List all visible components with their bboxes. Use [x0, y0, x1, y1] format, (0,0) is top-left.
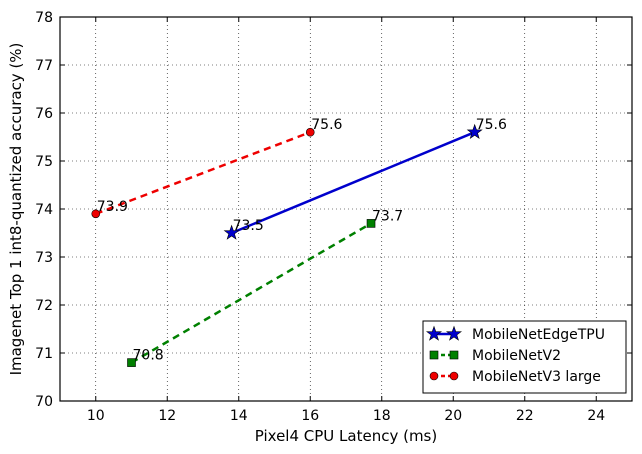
data-label: 75.6: [476, 117, 507, 133]
x-tick-label: 10: [87, 408, 105, 424]
data-point-marker: [466, 123, 483, 140]
x-tick-label: 12: [158, 408, 176, 424]
data-point-marker: [91, 209, 101, 219]
data-label: 73.7: [372, 208, 403, 224]
x-tick-label: 16: [301, 408, 319, 424]
legend-entry: MobileNetV3 large: [429, 369, 601, 385]
x-axis-ticks: 10 12 14 16 18 20 22 24: [87, 17, 605, 424]
legend: MobileNetEdgeTPU MobileNetV2 MobileNetV3 l…: [422, 320, 627, 394]
y-tick-label: 77: [35, 58, 53, 74]
legend-marker: [429, 371, 439, 381]
x-tick-label: 22: [516, 408, 534, 424]
data-label: 75.6: [311, 117, 342, 133]
x-axis-label: Pixel4 CPU Latency (ms): [255, 427, 437, 445]
legend-label: MobileNetV3 large: [472, 369, 601, 385]
series-circle: [91, 127, 315, 219]
data-label: 73.5: [233, 218, 264, 234]
legend-entry: MobileNetEdgeTPU: [426, 325, 605, 343]
y-tick-label: 78: [35, 10, 53, 26]
y-tick-label: 71: [35, 346, 53, 362]
y-axis-label: Imagenet Top 1 int8-quantized accuracy (…: [7, 43, 25, 376]
x-tick-label: 18: [373, 408, 391, 424]
y-tick-label: 72: [35, 298, 53, 314]
data-label: 73.9: [97, 199, 128, 215]
data-point-marker: [366, 219, 376, 228]
data-labels: 73.5 75.6 70.8 73.7 73.9 75.6: [97, 117, 507, 363]
series-square: [127, 219, 376, 367]
y-tick-label: 75: [35, 154, 53, 170]
series-layer: [91, 123, 483, 367]
legend-marker: [449, 350, 459, 360]
series-star: [223, 123, 483, 240]
plot-frame: [59, 16, 633, 402]
series-line: [130, 222, 372, 364]
data-label: 70.8: [133, 348, 164, 364]
legend-label: MobileNetV2: [472, 348, 561, 364]
series-line: [95, 131, 311, 215]
legend-marker: [446, 325, 462, 341]
y-tick-label: 76: [35, 106, 53, 122]
data-point-marker: [127, 358, 136, 367]
legend-entry: MobileNetV2: [429, 348, 561, 364]
x-tick-label: 14: [230, 408, 248, 424]
y-tick-label: 74: [35, 202, 53, 218]
legend-marker: [426, 325, 442, 341]
y-tick-label: 70: [35, 394, 53, 410]
series-line: [231, 131, 476, 235]
legend-label: MobileNetEdgeTPU: [472, 327, 605, 343]
data-point-marker: [305, 127, 315, 137]
legend-marker: [429, 350, 439, 360]
y-tick-label: 73: [35, 250, 53, 266]
x-tick-label: 20: [444, 408, 462, 424]
data-point-marker: [223, 224, 240, 240]
y-axis-ticks: 70 71 72 73 74 75 76 77 78: [35, 10, 632, 410]
legend-marker: [449, 371, 459, 381]
x-tick-label: 24: [587, 408, 605, 424]
